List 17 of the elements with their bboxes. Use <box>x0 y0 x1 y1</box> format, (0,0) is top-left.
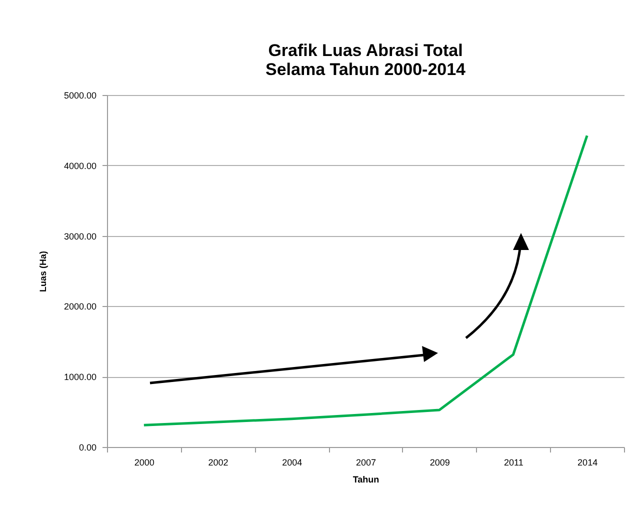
y-tick-label: 3000.00 <box>64 231 96 242</box>
x-tick-label: 2002 <box>208 458 228 468</box>
x-tick-label: 2014 <box>578 458 598 468</box>
y-tick-label: 0.00 <box>78 442 96 452</box>
y-tick-label: 2000.00 <box>64 302 96 312</box>
y-tick-label: 4000.00 <box>64 160 96 171</box>
y-tick-label: 1000.00 <box>64 372 96 382</box>
line-series <box>142 134 588 426</box>
x-tick-label: 2009 <box>430 458 450 468</box>
x-tick-label: 2004 <box>282 458 302 468</box>
y-axis-title: Luas (Ha) <box>38 250 48 292</box>
x-tick-label: 2000 <box>134 458 154 468</box>
y-tick-label: 5000.00 <box>64 90 96 100</box>
x-tick-label: 2007 <box>356 458 376 468</box>
x-axis-title: Tahun <box>352 474 380 484</box>
x-tick-label: 2011 <box>504 458 524 468</box>
chart-title: Grafik Luas Abrasi Total Selama Tahun 2000-2014 <box>265 41 466 79</box>
